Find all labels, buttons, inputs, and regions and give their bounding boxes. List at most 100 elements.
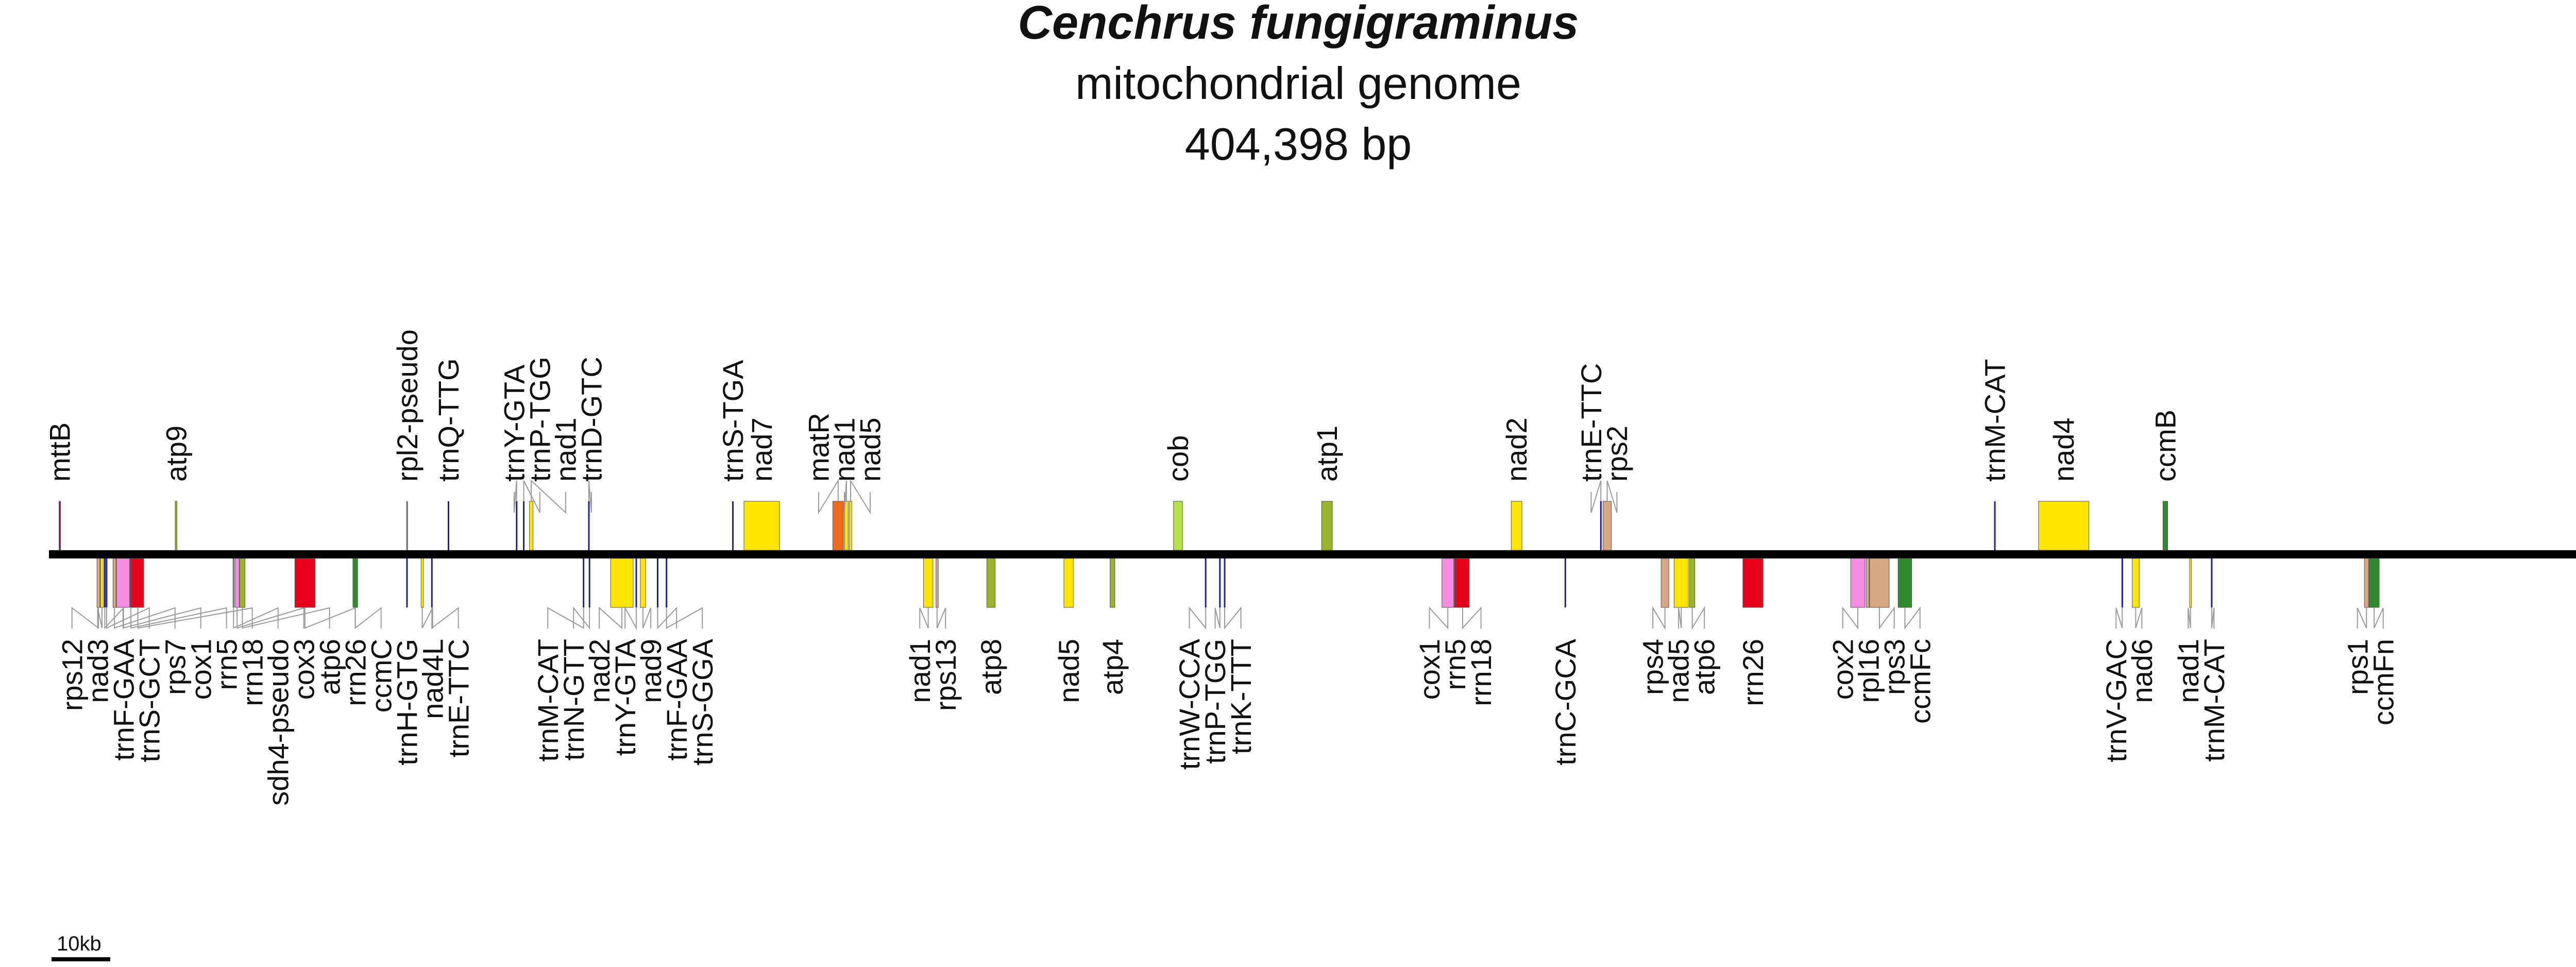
gene-box-nad5[interactable]	[1674, 558, 1689, 608]
gene-box-nad2[interactable]	[1511, 501, 1522, 551]
gene-label-rrn18: rrn18	[1465, 639, 1497, 706]
gene-box-rrn18[interactable]	[1455, 558, 1470, 608]
gene-box-trne-ttc[interactable]	[431, 558, 433, 607]
gene-label-trnq-ttg: trnQ-TTG	[432, 358, 465, 482]
gene-box-rps13[interactable]	[936, 558, 939, 608]
gene-box-rpl16[interactable]	[1866, 558, 1870, 608]
gene-box-ccmfc[interactable]	[1897, 558, 1912, 608]
gene-label-atp9: atp9	[160, 426, 192, 482]
gene-label-trny-gta: trnY-GTA	[498, 364, 531, 482]
gene-leader-trnv-gac	[2115, 607, 2123, 629]
gene-leader-trnw-cca	[1189, 606, 1207, 630]
gene-leader-nad5	[1678, 607, 1682, 629]
gene-leader-trnp-tgg	[1214, 607, 1221, 629]
gene-leader-rps2	[1606, 480, 1618, 513]
gene-label-trnf-gaa: trnF-GAA	[107, 638, 140, 760]
gene-box-trnp-tgg[interactable]	[523, 501, 525, 550]
gene-label-rrn26: rrn26	[1737, 639, 1769, 706]
gene-label-rps4: rps4	[1637, 639, 1669, 695]
gene-box-atp1[interactable]	[1321, 501, 1333, 551]
gene-box-rps7[interactable]	[112, 558, 116, 608]
gene-label-atp4: atp4	[1096, 639, 1129, 695]
gene-box-rps4[interactable]	[1660, 558, 1669, 608]
gene-box-trnk-ttt[interactable]	[1224, 558, 1226, 607]
gene-box-trnq-ttg[interactable]	[448, 501, 449, 550]
gene-box-mttb[interactable]	[59, 501, 61, 551]
gene-box-trny-gta[interactable]	[516, 501, 518, 550]
gene-box-rpl2-pseudo[interactable]	[406, 501, 408, 550]
gene-label-nad1: nad1	[904, 639, 936, 703]
gene-box-atp9[interactable]	[175, 501, 177, 551]
gene-box-cox3[interactable]	[234, 558, 240, 608]
gene-box-trnc-gca[interactable]	[1564, 558, 1566, 607]
gene-box-ccmc[interactable]	[352, 558, 358, 608]
gene-box-trnm-cat[interactable]	[1994, 501, 1996, 550]
gene-box-rrn5[interactable]	[130, 558, 132, 608]
gene-box-cob[interactable]	[1173, 501, 1183, 551]
gene-box-trnh-gtg[interactable]	[406, 558, 408, 607]
gene-box-atp8[interactable]	[987, 558, 996, 608]
gene-box-atp6[interactable]	[1689, 558, 1696, 608]
gene-box-trns-gga[interactable]	[666, 558, 668, 607]
gene-box-trnn-gtt[interactable]	[588, 558, 590, 607]
gene-leader-trnd-gtc	[588, 480, 592, 513]
gene-leader-trnk-ttt	[1224, 606, 1242, 630]
gene-box-cox2[interactable]	[1850, 558, 1866, 608]
gene-box-trnw-cca[interactable]	[1205, 558, 1207, 607]
gene-leader-nad1	[531, 479, 566, 514]
gene-label-atp1: atp1	[1311, 426, 1343, 482]
gene-box-atp6[interactable]	[239, 558, 246, 608]
gene-box-ccmfn[interactable]	[2368, 558, 2380, 608]
gene-box-nad4[interactable]	[2038, 501, 2090, 551]
gene-box-matr[interactable]	[833, 501, 844, 551]
gene-box-nad1[interactable]	[529, 501, 534, 551]
gene-box-trne-ttc[interactable]	[1600, 501, 1602, 550]
gene-box-trns-gct[interactable]	[106, 558, 108, 607]
gene-label-ccmc: ccmC	[365, 639, 397, 712]
gene-box-rps2[interactable]	[1603, 501, 1612, 551]
gene-leader-rps12	[71, 606, 99, 630]
gene-box-trnd-gtc[interactable]	[588, 501, 590, 550]
gene-box-rps3[interactable]	[1869, 558, 1890, 608]
gene-box-trnf-gaa[interactable]	[104, 558, 106, 607]
gene-box-rps1[interactable]	[2364, 558, 2369, 608]
gene-box-nad4l[interactable]	[420, 558, 424, 608]
gene-box-nad5[interactable]	[1063, 558, 1074, 608]
gene-box-trny-gta[interactable]	[635, 558, 637, 607]
gene-box-nad1[interactable]	[844, 501, 849, 551]
gene-box-nad9[interactable]	[640, 558, 646, 608]
gene-leader-rrn18	[137, 607, 253, 629]
gene-box-nad1[interactable]	[2189, 558, 2192, 608]
gene-box-trnf-gaa[interactable]	[657, 558, 658, 607]
gene-label-rpl16: rpl16	[1852, 639, 1885, 703]
gene-box-rrn5[interactable]	[1454, 558, 1456, 608]
scale-bar-line	[52, 957, 110, 961]
gene-label-nad7: nad7	[745, 417, 778, 482]
gene-box-sdh4-pseudo[interactable]	[232, 558, 234, 607]
gene-box-rrn26[interactable]	[294, 558, 315, 608]
gene-box-nad7[interactable]	[743, 501, 780, 551]
gene-box-trnm-cat[interactable]	[583, 558, 585, 607]
gene-box-nad2[interactable]	[610, 558, 634, 608]
species-title: Cenchrus fungigraminus	[1018, 0, 1579, 49]
gene-box-rrn18[interactable]	[131, 558, 144, 608]
gene-label-trnd-gtc: trnD-GTC	[575, 357, 608, 482]
gene-box-trns-tga[interactable]	[732, 501, 734, 550]
gene-box-cox1[interactable]	[1442, 558, 1454, 608]
gene-leader-rrn26	[304, 607, 356, 629]
gene-box-rps12[interactable]	[96, 558, 100, 608]
gene-box-nad6[interactable]	[2132, 558, 2140, 608]
gene-box-trnp-tgg[interactable]	[1219, 558, 1221, 607]
gene-box-trnm-cat[interactable]	[2211, 558, 2213, 607]
gene-box-nad3[interactable]	[100, 558, 104, 608]
gene-box-trnv-gac[interactable]	[2121, 558, 2123, 607]
gene-label-rps1: rps1	[2341, 639, 2374, 695]
gene-box-nad1[interactable]	[923, 558, 934, 608]
gene-box-nad5[interactable]	[849, 501, 852, 551]
gene-box-atp4[interactable]	[1110, 558, 1115, 608]
gene-label-nad5: nad5	[854, 417, 887, 482]
gene-box-rrn26[interactable]	[1742, 558, 1764, 608]
gene-box-cox1[interactable]	[116, 558, 130, 608]
gene-box-ccmb[interactable]	[2162, 501, 2168, 551]
gene-label-nad1: nad1	[2172, 639, 2205, 703]
